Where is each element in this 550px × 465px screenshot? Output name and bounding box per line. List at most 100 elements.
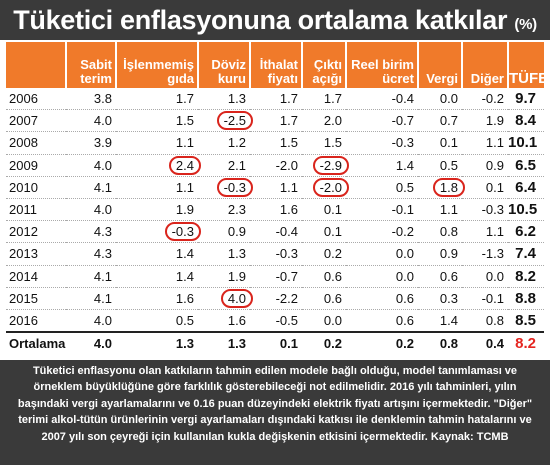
highlighted-value: -2.9 [312, 155, 349, 175]
value-cell: 0.8 [462, 309, 508, 333]
value-cell: -2.0 [302, 176, 349, 199]
highlighted-value: 1.8 [432, 177, 465, 197]
tufe-cell: 9.7 [508, 88, 544, 111]
value-cell: 1.8 [418, 176, 465, 199]
value-cell: 2.3 [198, 198, 250, 222]
value-cell: 1.9 [116, 198, 198, 222]
average-row: Ortalama 4.0 1.3 1.3 0.1 0.2 0.2 0.8 0.4 8.2 [6, 331, 544, 355]
value-cell: -0.3 [346, 131, 418, 155]
value-cell: 0.0 [418, 88, 462, 111]
column-header: Çıktı açığı [302, 42, 347, 88]
year-cell: 2015 [6, 287, 66, 310]
value-cell: -0.2 [462, 88, 508, 111]
value-cell: 4.3 [66, 220, 116, 244]
column-header: Reel birim ücret [346, 42, 419, 88]
column-header: TÜFE [508, 42, 548, 88]
value-cell: -0.2 [346, 220, 418, 244]
value-cell: 1.6 [250, 198, 302, 222]
year-cell: 2013 [6, 242, 66, 266]
value-cell: 0.8 [418, 220, 462, 244]
highlighted-value: 4.0 [220, 288, 253, 308]
value-cell: -1.3 [462, 242, 508, 266]
value-cell: -0.4 [250, 220, 302, 244]
value-cell: -0.5 [250, 309, 302, 333]
value-cell: -0.3 [198, 176, 253, 199]
value-cell: 0.0 [346, 265, 418, 288]
tufe-cell: 8.4 [508, 109, 544, 133]
year-cell: 2014 [6, 265, 66, 288]
table-row: 2015 4.1 1.6 4.0 -2.2 0.6 0.6 0.3 -0.1 8.8 [6, 287, 544, 310]
value-cell: 1.4 [116, 265, 198, 288]
table-row: 2014 4.1 1.4 1.9 -0.7 0.6 0.0 0.6 0.0 8.2 [6, 265, 544, 288]
value-cell: 2.0 [302, 109, 346, 133]
year-cell: 2010 [6, 176, 66, 199]
tufe-cell: 8.8 [508, 287, 544, 310]
value-cell: 0.6 [418, 265, 462, 288]
table-row: 2007 4.0 1.5 -2.5 1.7 2.0 -0.7 0.7 1.9 8.4 [6, 109, 544, 133]
average-value: 0.8 [418, 331, 462, 355]
year-cell: 2012 [6, 220, 66, 244]
value-cell: 0.1 [462, 176, 508, 199]
value-cell: 4.1 [66, 287, 116, 310]
tufe-cell: 6.5 [508, 154, 544, 177]
value-cell: -0.3 [116, 220, 201, 244]
year-cell: 2011 [6, 198, 66, 222]
value-cell: 1.4 [346, 154, 418, 177]
value-cell: 0.1 [418, 131, 462, 155]
year-cell: 2016 [6, 309, 66, 333]
value-cell: 0.0 [346, 242, 418, 266]
value-cell: 0.1 [302, 198, 346, 222]
column-header: İthalat fiyatı [250, 42, 303, 88]
tufe-cell: 10.1 [508, 131, 544, 155]
value-cell: -2.5 [198, 109, 253, 133]
value-cell: 4.0 [198, 287, 253, 310]
value-cell: 1.1 [462, 220, 508, 244]
table-body: 2006 3.8 1.7 1.3 1.7 1.7 -0.4 0.0 -0.2 9.7 2007 4.0… [6, 88, 544, 355]
value-cell: 0.0 [302, 309, 346, 333]
header-row: Sabit terim İşlenmemiş gıda Döviz kuru İtha… [6, 42, 548, 88]
highlighted-value: -2.0 [312, 177, 349, 197]
value-cell: 4.0 [66, 198, 116, 222]
year-cell: 2007 [6, 109, 66, 133]
highlighted-value: -2.5 [216, 111, 253, 131]
value-cell: 1.7 [302, 88, 346, 111]
average-tufe: 8.2 [508, 331, 544, 355]
infographic-title: Tüketici enflasyonuna ortalama katkılar … [0, 0, 550, 40]
average-value: 4.0 [66, 331, 116, 355]
value-cell: -2.0 [250, 154, 302, 177]
value-cell: 0.6 [302, 265, 346, 288]
tufe-cell: 10.5 [508, 198, 544, 222]
value-cell: -0.7 [346, 109, 418, 133]
value-cell: 4.0 [66, 154, 116, 177]
tufe-cell: 7.4 [508, 242, 544, 266]
title-unit: (%) [514, 16, 537, 33]
value-cell: -0.1 [346, 198, 418, 222]
value-cell: 1.2 [198, 131, 250, 155]
average-value: 0.2 [346, 331, 418, 355]
value-cell: 0.2 [302, 242, 346, 266]
year-cell: 2006 [6, 88, 66, 111]
value-cell: 0.7 [418, 109, 462, 133]
highlighted-value: -0.3 [164, 222, 201, 242]
value-cell: 1.1 [418, 198, 462, 222]
value-cell: 1.1 [462, 131, 508, 155]
average-value: 1.3 [198, 331, 250, 355]
average-value: 0.4 [462, 331, 508, 355]
value-cell: -0.4 [346, 88, 418, 111]
tufe-cell: 8.5 [508, 309, 544, 333]
average-value: 0.1 [250, 331, 302, 355]
value-cell: -2.9 [302, 154, 349, 177]
value-cell: 0.3 [418, 287, 462, 310]
value-cell: -0.1 [462, 287, 508, 310]
table-row: 2006 3.8 1.7 1.3 1.7 1.7 -0.4 0.0 -0.2 9.7 [6, 88, 544, 111]
value-cell: 1.5 [250, 131, 302, 155]
value-cell: 1.7 [116, 88, 198, 111]
value-cell: 4.3 [66, 242, 116, 266]
value-cell: 0.5 [418, 154, 462, 177]
column-header: İşlenmemiş gıda [116, 42, 199, 88]
value-cell: 1.9 [462, 109, 508, 133]
value-cell: 3.8 [66, 88, 116, 111]
value-cell: 2.4 [116, 154, 201, 177]
column-header: Döviz kuru [198, 42, 251, 88]
